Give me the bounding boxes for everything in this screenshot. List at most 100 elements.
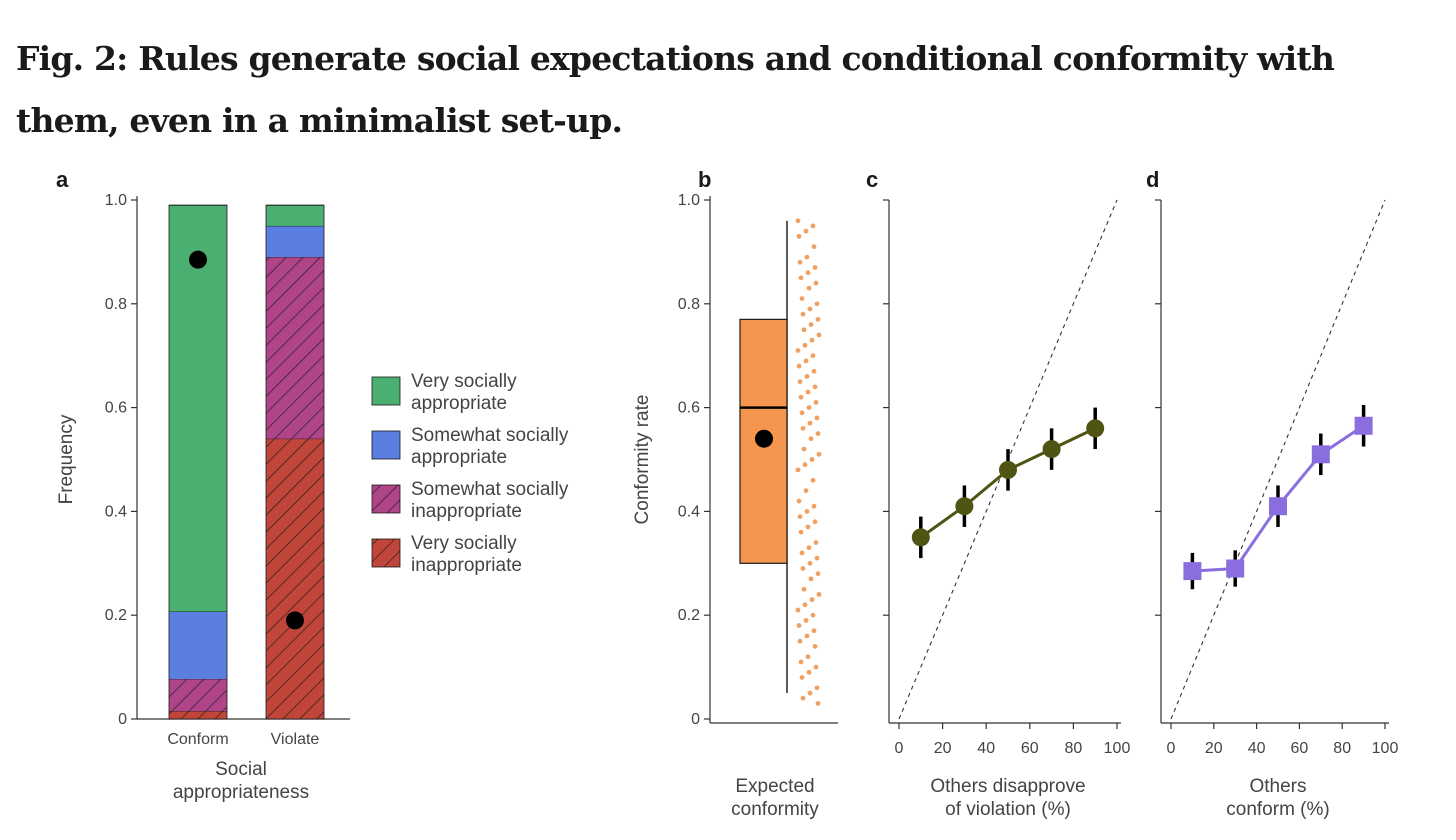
data-point bbox=[805, 654, 811, 660]
data-point bbox=[801, 327, 807, 333]
y-axis-label: Frequency bbox=[56, 414, 77, 504]
y-tick-label: 1.0 bbox=[678, 192, 700, 209]
data-point bbox=[806, 285, 812, 291]
legend-label: Somewhat socially bbox=[411, 425, 569, 446]
data-point bbox=[807, 560, 813, 566]
data-point bbox=[801, 586, 807, 592]
data-point bbox=[814, 415, 820, 421]
data-point bbox=[1183, 562, 1202, 581]
data-point bbox=[796, 498, 802, 504]
mean-marker bbox=[755, 429, 773, 448]
data-point bbox=[816, 592, 822, 597]
mean-marker bbox=[189, 250, 207, 269]
mean-marker bbox=[286, 611, 304, 630]
data-point bbox=[811, 503, 817, 509]
data-point bbox=[810, 612, 816, 618]
legend-swatch-hatch bbox=[372, 485, 400, 513]
data-point bbox=[804, 633, 810, 639]
data-point bbox=[810, 353, 816, 359]
data-point bbox=[999, 460, 1017, 479]
data-point bbox=[805, 389, 811, 395]
data-point bbox=[808, 576, 814, 582]
x-tick-label: Violate bbox=[271, 731, 320, 748]
data-point bbox=[813, 280, 819, 286]
data-point bbox=[810, 223, 816, 229]
x-axis-label: Social bbox=[215, 759, 267, 780]
data-point bbox=[799, 410, 805, 416]
data-point bbox=[811, 628, 817, 634]
legend-label: inappropriate bbox=[411, 501, 522, 522]
bar-segment bbox=[266, 205, 324, 226]
data-point bbox=[796, 233, 802, 239]
data-point bbox=[1042, 440, 1061, 459]
data-point bbox=[815, 316, 821, 322]
x-tick-label: 40 bbox=[977, 740, 995, 757]
x-tick-label: 0 bbox=[895, 740, 904, 757]
y-tick-label: 0.4 bbox=[678, 503, 700, 520]
data-point bbox=[799, 550, 805, 556]
bar-segment-hatch bbox=[266, 257, 324, 439]
x-axis-label: Others bbox=[1249, 776, 1306, 797]
panel-label-a: a bbox=[56, 167, 69, 192]
data-point bbox=[804, 254, 810, 260]
data-point bbox=[814, 685, 820, 691]
x-tick-label: 20 bbox=[1205, 740, 1223, 757]
data-point bbox=[1269, 497, 1287, 516]
data-point bbox=[812, 519, 818, 525]
y-tick-label: 0 bbox=[691, 711, 700, 728]
data-point bbox=[805, 524, 811, 530]
data-point bbox=[802, 342, 808, 348]
data-point bbox=[810, 477, 816, 483]
x-tick-label: 100 bbox=[1104, 740, 1131, 757]
data-point bbox=[795, 218, 801, 224]
data-point bbox=[815, 431, 821, 436]
y-tick-label: 0 bbox=[118, 711, 127, 728]
data-point bbox=[813, 664, 819, 670]
legend-label: inappropriate bbox=[411, 555, 522, 576]
legend-label: Very socially bbox=[411, 533, 517, 554]
data-point bbox=[1086, 419, 1105, 438]
legend-label: appropriate bbox=[411, 447, 507, 468]
data-point bbox=[807, 306, 813, 312]
data-point bbox=[955, 497, 974, 516]
data-point bbox=[797, 638, 803, 644]
data-point bbox=[809, 337, 815, 343]
data-point bbox=[798, 659, 804, 665]
y-tick-label: 0.2 bbox=[678, 607, 700, 624]
data-point bbox=[806, 405, 812, 410]
data-point bbox=[797, 514, 803, 519]
data-point bbox=[795, 467, 801, 473]
data-point bbox=[802, 462, 808, 468]
reference-dashed-line bbox=[1170, 199, 1386, 720]
x-axis-label: of violation (%) bbox=[945, 799, 1071, 820]
data-point bbox=[803, 358, 809, 364]
figure-title: Fig. 2: Rules generate social expectatio… bbox=[16, 39, 1335, 140]
legend-label: Somewhat socially bbox=[411, 479, 569, 500]
data-point bbox=[812, 384, 818, 390]
bar-segment bbox=[266, 225, 324, 258]
data-point bbox=[815, 701, 821, 706]
y-tick-label: 0.2 bbox=[105, 607, 127, 624]
x-axis-label: Others disapprove bbox=[930, 776, 1085, 797]
data-point bbox=[813, 400, 819, 405]
y-axis-label: Conformity rate bbox=[632, 395, 653, 525]
data-point bbox=[800, 695, 806, 701]
x-tick-label: 0 bbox=[1167, 740, 1176, 757]
data-point bbox=[807, 690, 813, 696]
data-point bbox=[803, 617, 809, 623]
x-tick-label: 40 bbox=[1248, 740, 1266, 757]
panel-label-c: c bbox=[866, 167, 878, 192]
data-point bbox=[803, 228, 809, 234]
data-point bbox=[795, 607, 801, 613]
bar-segment bbox=[169, 205, 227, 612]
data-point bbox=[814, 555, 820, 561]
y-tick-label: 0.8 bbox=[105, 296, 127, 313]
data-point bbox=[816, 332, 822, 338]
data-point bbox=[816, 451, 822, 457]
data-point bbox=[815, 571, 821, 577]
legend-label: Very socially bbox=[411, 371, 517, 392]
data-point bbox=[814, 301, 820, 307]
data-point bbox=[806, 669, 812, 675]
